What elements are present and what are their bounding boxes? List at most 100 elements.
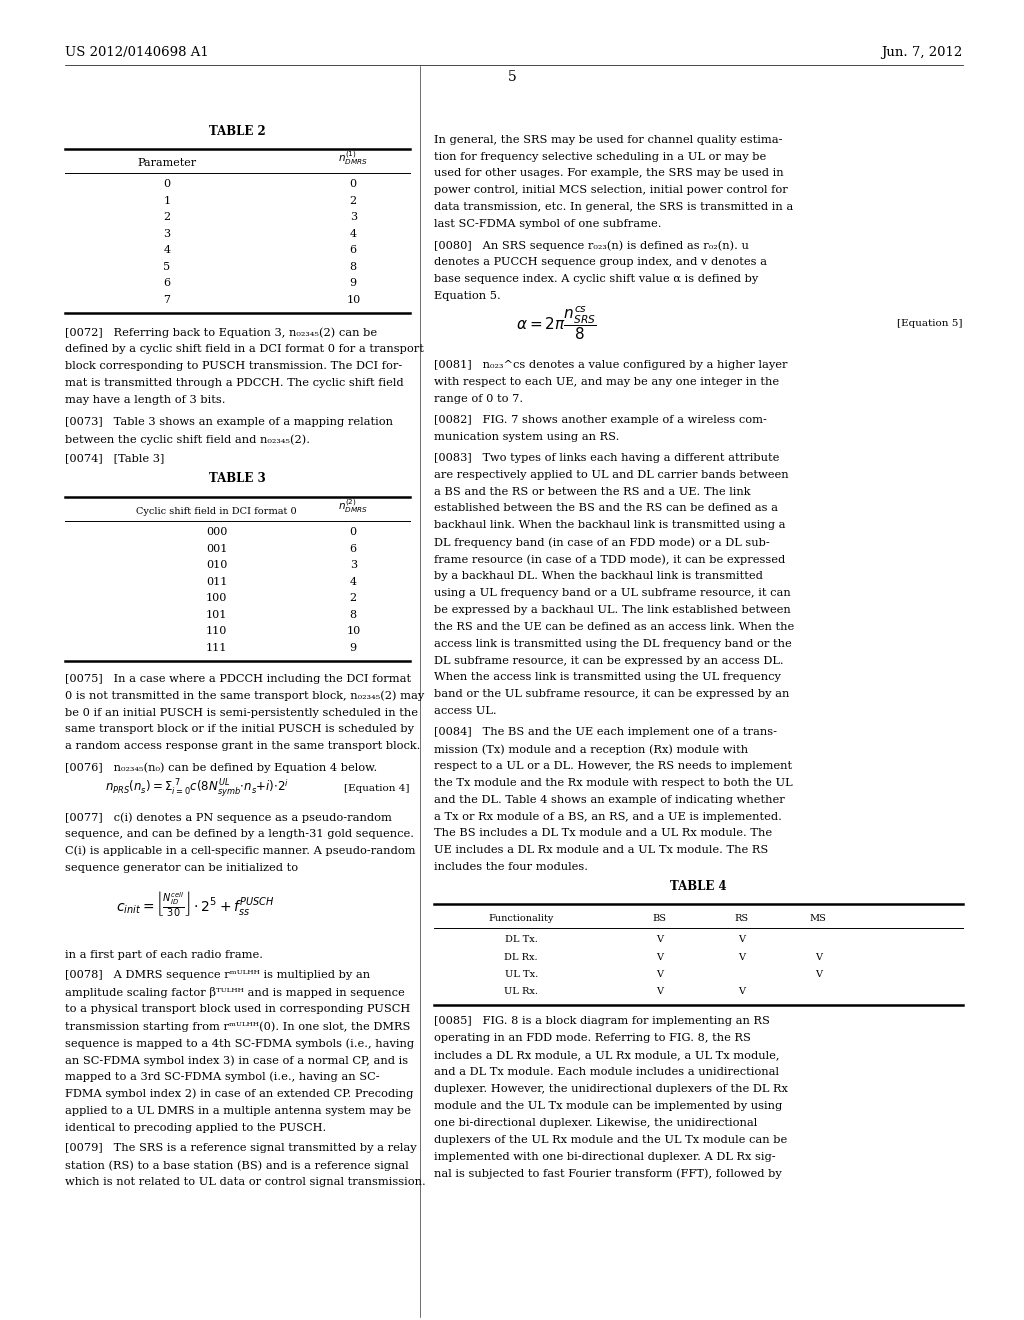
Text: $n_{DMRS}^{(2)}$: $n_{DMRS}^{(2)}$ xyxy=(338,498,369,515)
Text: 7: 7 xyxy=(164,294,170,305)
Text: 5: 5 xyxy=(508,70,516,83)
Text: the RS and the UE can be defined as an access link. When the: the RS and the UE can be defined as an a… xyxy=(434,622,795,632)
Text: [0084]   The BS and the UE each implement one of a trans-: [0084] The BS and the UE each implement … xyxy=(434,727,777,737)
Text: 3: 3 xyxy=(164,228,170,239)
Text: which is not related to UL data or control signal transmission.: which is not related to UL data or contr… xyxy=(65,1177,425,1187)
Text: a random access response grant in the same transport block.: a random access response grant in the sa… xyxy=(65,742,420,751)
Text: module and the UL Tx module can be implemented by using: module and the UL Tx module can be imple… xyxy=(434,1101,782,1111)
Text: 101: 101 xyxy=(206,610,227,619)
Text: TABLE 3: TABLE 3 xyxy=(209,473,265,486)
Text: to a physical transport block used in corresponding PUSCH: to a physical transport block used in co… xyxy=(65,1005,410,1014)
Text: V: V xyxy=(656,970,663,979)
Text: and a DL Tx module. Each module includes a unidirectional: and a DL Tx module. Each module includes… xyxy=(434,1067,779,1077)
Text: 6: 6 xyxy=(350,246,356,256)
Text: 1: 1 xyxy=(164,195,170,206)
Text: defined by a cyclic shift field in a DCI format 0 for a transport: defined by a cyclic shift field in a DCI… xyxy=(65,345,423,354)
Text: In general, the SRS may be used for channel quality estima-: In general, the SRS may be used for chan… xyxy=(434,135,782,145)
Text: TABLE 4: TABLE 4 xyxy=(670,879,727,892)
Text: 6: 6 xyxy=(164,279,170,289)
Text: the Tx module and the Rx module with respect to both the UL: the Tx module and the Rx module with res… xyxy=(434,777,793,788)
Text: 2: 2 xyxy=(164,213,170,223)
Text: station (RS) to a base station (BS) and is a reference signal: station (RS) to a base station (BS) and … xyxy=(65,1160,409,1171)
Text: be 0 if an initial PUSCH is semi-persistently scheduled in the: be 0 if an initial PUSCH is semi-persist… xyxy=(65,708,418,718)
Text: between the cyclic shift field and n₀₂₃₄₅(2).: between the cyclic shift field and n₀₂₃₄… xyxy=(65,434,309,445)
Text: [0076]   n₀₂₃₄₅(n₀) can be defined by Equation 4 below.: [0076] n₀₂₃₄₅(n₀) can be defined by Equa… xyxy=(65,762,377,772)
Text: 010: 010 xyxy=(206,560,227,570)
Text: mapped to a 3rd SC-FDMA symbol (i.e., having an SC-: mapped to a 3rd SC-FDMA symbol (i.e., ha… xyxy=(65,1072,379,1082)
Text: V: V xyxy=(656,953,663,962)
Text: 111: 111 xyxy=(206,643,227,652)
Text: UL Rx.: UL Rx. xyxy=(504,987,539,997)
Text: 4: 4 xyxy=(164,246,170,256)
Text: $c_{init}=\left\lfloor\frac{N_{ID}^{cell}}{30}\right\rfloor\cdot 2^5+f_{ss}^{PUS: $c_{init}=\left\lfloor\frac{N_{ID}^{cell… xyxy=(116,888,274,917)
Text: US 2012/0140698 A1: US 2012/0140698 A1 xyxy=(65,46,208,59)
Text: DL Tx.: DL Tx. xyxy=(505,936,538,945)
Text: [0083]   Two types of links each having a different attribute: [0083] Two types of links each having a … xyxy=(434,453,779,463)
Text: using a UL frequency band or a UL subframe resource, it can: using a UL frequency band or a UL subfra… xyxy=(434,587,791,598)
Text: $n_{DMRS}^{(1)}$: $n_{DMRS}^{(1)}$ xyxy=(338,149,369,168)
Text: 001: 001 xyxy=(206,544,227,553)
Text: RS: RS xyxy=(734,915,749,924)
Text: TABLE 2: TABLE 2 xyxy=(209,124,265,137)
Text: 2: 2 xyxy=(350,195,356,206)
Text: with respect to each UE, and may be any one integer in the: with respect to each UE, and may be any … xyxy=(434,378,779,387)
Text: [0078]   A DMRS sequence rᵐᵁᴸᴴᴴ is multiplied by an: [0078] A DMRS sequence rᵐᵁᴸᴴᴴ is multipl… xyxy=(65,970,370,981)
Text: includes the four modules.: includes the four modules. xyxy=(434,862,588,873)
Text: 5: 5 xyxy=(164,261,170,272)
Text: The BS includes a DL Tx module and a UL Rx module. The: The BS includes a DL Tx module and a UL … xyxy=(434,829,772,838)
Text: 8: 8 xyxy=(350,610,356,619)
Text: V: V xyxy=(738,953,744,962)
Text: established between the BS and the RS can be defined as a: established between the BS and the RS ca… xyxy=(434,503,778,513)
Text: 011: 011 xyxy=(206,577,227,586)
Text: in a first part of each radio frame.: in a first part of each radio frame. xyxy=(65,949,262,960)
Text: DL Rx.: DL Rx. xyxy=(505,953,538,962)
Text: 0: 0 xyxy=(350,180,356,190)
Text: implemented with one bi-directional duplexer. A DL Rx sig-: implemented with one bi-directional dupl… xyxy=(434,1151,776,1162)
Text: frame resource (in case of a TDD mode), it can be expressed: frame resource (in case of a TDD mode), … xyxy=(434,554,785,565)
Text: a BS and the RS or between the RS and a UE. The link: a BS and the RS or between the RS and a … xyxy=(434,487,751,496)
Text: 9: 9 xyxy=(350,279,356,289)
Text: access link is transmitted using the DL frequency band or the: access link is transmitted using the DL … xyxy=(434,639,792,648)
Text: sequence, and can be defined by a length-31 gold sequence.: sequence, and can be defined by a length… xyxy=(65,829,414,840)
Text: sequence generator can be initialized to: sequence generator can be initialized to xyxy=(65,863,298,873)
Text: munication system using an RS.: munication system using an RS. xyxy=(434,432,620,442)
Text: MS: MS xyxy=(810,915,826,924)
Text: may have a length of 3 bits.: may have a length of 3 bits. xyxy=(65,395,225,405)
Text: respect to a UL or a DL. However, the RS needs to implement: respect to a UL or a DL. However, the RS… xyxy=(434,760,793,771)
Text: [0080]   An SRS sequence r₀₂₃(n) is defined as r₀₂(n). u: [0080] An SRS sequence r₀₂₃(n) is define… xyxy=(434,240,749,251)
Text: base sequence index. A cyclic shift value α is defined by: base sequence index. A cyclic shift valu… xyxy=(434,273,759,284)
Text: 0: 0 xyxy=(164,180,170,190)
Text: a Tx or Rx module of a BS, an RS, and a UE is implemented.: a Tx or Rx module of a BS, an RS, and a … xyxy=(434,812,782,821)
Text: by a backhaul DL. When the backhaul link is transmitted: by a backhaul DL. When the backhaul link… xyxy=(434,572,763,581)
Text: are respectively applied to UL and DL carrier bands between: are respectively applied to UL and DL ca… xyxy=(434,470,788,479)
Text: sequence is mapped to a 4th SC-FDMA symbols (i.e., having: sequence is mapped to a 4th SC-FDMA symb… xyxy=(65,1038,414,1048)
Text: [0085]   FIG. 8 is a block diagram for implementing an RS: [0085] FIG. 8 is a block diagram for imp… xyxy=(434,1016,770,1027)
Text: 4: 4 xyxy=(350,577,356,586)
Text: an SC-FDMA symbol index 3) in case of a normal CP, and is: an SC-FDMA symbol index 3) in case of a … xyxy=(65,1055,408,1065)
Text: [0077]   c(i) denotes a PN sequence as a pseudo-random: [0077] c(i) denotes a PN sequence as a p… xyxy=(65,812,391,822)
Text: [0073]   Table 3 shows an example of a mapping relation: [0073] Table 3 shows an example of a map… xyxy=(65,417,392,428)
Text: [0079]   The SRS is a reference signal transmitted by a relay: [0079] The SRS is a reference signal tra… xyxy=(65,1143,416,1154)
Text: same transport block or if the initial PUSCH is scheduled by: same transport block or if the initial P… xyxy=(65,725,414,734)
Text: backhaul link. When the backhaul link is transmitted using a: backhaul link. When the backhaul link is… xyxy=(434,520,785,531)
Text: Parameter: Parameter xyxy=(137,158,197,169)
Text: [0074]   [Table 3]: [0074] [Table 3] xyxy=(65,454,164,463)
Text: When the access link is transmitted using the UL frequency: When the access link is transmitted usin… xyxy=(434,672,781,682)
Text: 2: 2 xyxy=(350,593,356,603)
Text: operating in an FDD mode. Referring to FIG. 8, the RS: operating in an FDD mode. Referring to F… xyxy=(434,1034,751,1043)
Text: applied to a UL DMRS in a multiple antenna system may be: applied to a UL DMRS in a multiple anten… xyxy=(65,1106,411,1115)
Text: block corresponding to PUSCH transmission. The DCI for-: block corresponding to PUSCH transmissio… xyxy=(65,362,401,371)
Text: transmission starting from rᵐᵁᴸᴴᴴ(0). In one slot, the DMRS: transmission starting from rᵐᵁᴸᴴᴴ(0). In… xyxy=(65,1022,410,1032)
Text: power control, initial MCS selection, initial power control for: power control, initial MCS selection, in… xyxy=(434,185,787,195)
Text: 0: 0 xyxy=(350,527,356,537)
Text: C(i) is applicable in a cell-specific manner. A pseudo-random: C(i) is applicable in a cell-specific ma… xyxy=(65,846,415,857)
Text: UE includes a DL Rx module and a UL Tx module. The RS: UE includes a DL Rx module and a UL Tx m… xyxy=(434,845,768,855)
Text: [0082]   FIG. 7 shows another example of a wireless com-: [0082] FIG. 7 shows another example of a… xyxy=(434,414,767,425)
Text: access UL.: access UL. xyxy=(434,706,497,717)
Text: mat is transmitted through a PDCCH. The cyclic shift field: mat is transmitted through a PDCCH. The … xyxy=(65,378,403,388)
Text: V: V xyxy=(656,987,663,997)
Text: Cyclic shift field in DCI format 0: Cyclic shift field in DCI format 0 xyxy=(136,507,297,516)
Text: [0075]   In a case where a PDCCH including the DCI format: [0075] In a case where a PDCCH including… xyxy=(65,673,411,684)
Text: 000: 000 xyxy=(206,527,227,537)
Text: 8: 8 xyxy=(350,261,356,272)
